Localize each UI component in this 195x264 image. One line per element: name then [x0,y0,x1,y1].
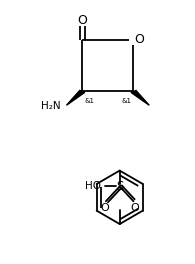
Text: H₂N: H₂N [41,101,60,111]
Text: O: O [130,203,139,213]
Text: O: O [77,14,87,27]
Text: &1: &1 [84,98,94,104]
Text: S: S [116,180,123,193]
Polygon shape [131,91,149,105]
Text: O: O [135,34,144,46]
Text: HO: HO [85,181,101,191]
Polygon shape [66,91,85,105]
Text: &1: &1 [121,98,131,104]
Text: O: O [100,203,109,213]
